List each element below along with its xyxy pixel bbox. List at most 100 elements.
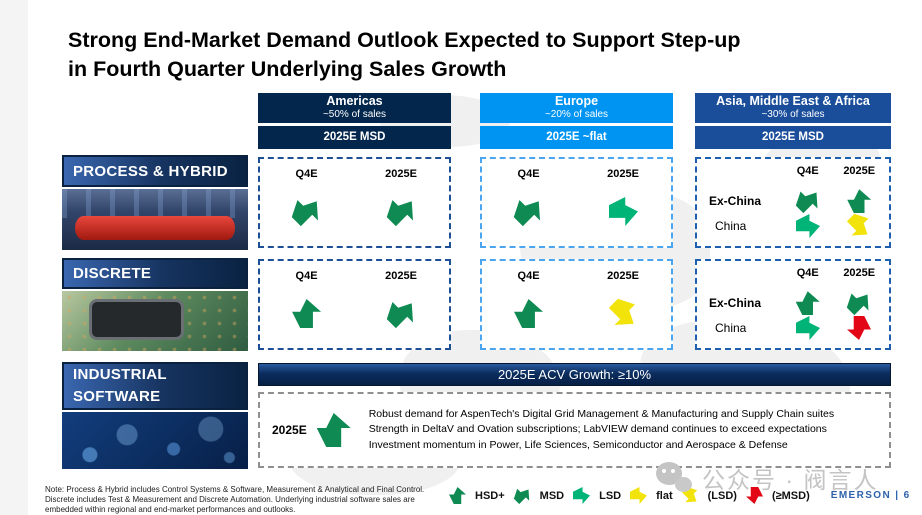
trend-arrow: [286, 191, 327, 232]
discrete-photo: [62, 291, 248, 351]
trend-arrow: [796, 214, 820, 238]
region-share: ~50% of sales: [322, 109, 387, 120]
cell-discrete-americas: Q4E 2025E: [258, 259, 451, 350]
cell-process-asia: Q4E 2025E Ex-China China: [695, 157, 891, 248]
region-band: Americas ~50% of sales: [258, 93, 451, 123]
wechat-watermark-text: 公众号 · 阀言人: [702, 467, 879, 493]
trend-arrow: [514, 299, 544, 328]
region-share: ~30% of sales: [761, 109, 825, 120]
q4e-label: Q4E: [517, 270, 540, 282]
trend-arrow: [847, 189, 872, 214]
trend-arrow: [609, 197, 638, 226]
software-bullet: Investment momentum in Power, Life Scien…: [368, 438, 788, 451]
cell-discrete-asia: Q4E 2025E Ex-China China: [695, 259, 891, 350]
y2025e-column: 2025E: [607, 168, 639, 246]
y2025e-label: 2025E: [843, 165, 876, 177]
row-label-text: DISCRETE: [73, 265, 152, 282]
region-outlook: 2025E MSD: [258, 126, 451, 149]
q4e-label: Q4E: [796, 267, 819, 279]
emerson-page-number: EMERSON | 6: [830, 490, 911, 501]
legend-flat-label: flat: [656, 489, 673, 502]
column-header-europe: Europe ~20% of sales 2025E ~flat: [480, 93, 673, 149]
column-header-americas: Americas ~50% of sales 2025E MSD: [258, 93, 451, 149]
row-label-industrial-software: INDUSTRIAL SOFTWARE: [62, 362, 248, 410]
trend-arrow: [292, 299, 322, 328]
china-label: China: [715, 218, 747, 233]
q4e-label: Q4E: [517, 168, 540, 180]
legend-msd-label: MSD: [539, 489, 565, 502]
region-band: Europe ~20% of sales: [480, 93, 673, 123]
region-share: ~20% of sales: [544, 109, 609, 120]
q4e-column: Q4E: [292, 270, 322, 348]
wechat-bubble-small: [675, 477, 692, 492]
legend-hsd-arrow-icon: [449, 487, 466, 504]
region-name: Europe: [554, 94, 599, 108]
trend-arrow: [795, 291, 820, 316]
region-name: Asia, Middle East & Africa: [716, 94, 870, 108]
software-year-label: 2025E: [272, 423, 307, 437]
legend-lsd-arrow-icon: [573, 487, 590, 504]
legend-msd-down-label: (≥MSD): [771, 489, 810, 502]
process-hybrid-photo: [62, 189, 248, 250]
software-outlook-box: 2025E Robust demand for AspenTech's Digi…: [258, 392, 891, 468]
slide-title-line2: in Fourth Quarter Underlying Sales Growt…: [68, 57, 507, 81]
ex-china-label: Ex-China: [709, 194, 762, 209]
wechat-icon: [656, 462, 694, 494]
ex-china-label: Ex-China: [709, 296, 762, 311]
region-name: Americas: [326, 94, 383, 108]
y2025e-label: 2025E: [607, 270, 639, 282]
legend-lsd-label: LSD: [599, 489, 622, 502]
software-bullet: Strength in DeltaV and Ovation subscript…: [368, 423, 827, 436]
q4e-column: Q4E: [292, 168, 321, 246]
cell-discrete-europe: Q4E 2025E: [480, 259, 673, 350]
page-left-margin: [0, 0, 28, 515]
row-label-text: INDUSTRIAL SOFTWARE: [73, 364, 167, 408]
slide-title: Strong End-Market Demand Outlook Expecte…: [68, 26, 898, 84]
legend-flat-arrow-icon: [630, 487, 647, 504]
y2025e-label: 2025E: [843, 267, 876, 279]
trend-arrow: [316, 413, 351, 447]
trend-arrow: [508, 191, 549, 232]
y2025e-column: 2025E: [607, 270, 639, 348]
software-bullets: Robust demand for AspenTech's Digital Gr…: [369, 407, 834, 454]
q4e-label: Q4E: [295, 270, 318, 282]
row-label-text: PROCESS & HYBRID: [73, 162, 228, 180]
cell-process-europe: Q4E 2025E: [480, 157, 673, 248]
trend-arrow: [381, 191, 422, 232]
q4e-label: Q4E: [295, 168, 318, 180]
acv-growth-banner: 2025E ACV Growth: ≥10%: [258, 363, 891, 386]
legend: HSD+ MSD LSD flat (LSD) (≥MSD) EMERSON |…: [449, 487, 911, 504]
china-label: China: [715, 320, 747, 335]
row-label-line2: SOFTWARE: [73, 388, 161, 405]
row-label-process-hybrid: PROCESS & HYBRID: [62, 155, 248, 187]
wechat-watermark: 公众号 · 阀言人: [656, 461, 878, 495]
footnote: Note: Process & Hybrid includes Control …: [45, 485, 425, 514]
column-header-asia: Asia, Middle East & Africa ~30% of sales…: [695, 93, 891, 149]
y2025e-column: 2025E: [385, 270, 417, 348]
row-label-discrete: DISCRETE: [62, 258, 248, 289]
trend-arrow: [603, 293, 644, 334]
trend-arrow: [791, 184, 825, 218]
software-bullet: Robust demand for AspenTech's Digital Gr…: [368, 407, 835, 420]
slide-title-line1: Strong End-Market Demand Outlook Expecte…: [68, 28, 741, 52]
y2025e-label: 2025E: [385, 168, 417, 180]
region-band: Asia, Middle East & Africa ~30% of sales: [695, 93, 891, 123]
industrial-software-photo: [62, 412, 248, 469]
y2025e-label: 2025E: [607, 168, 639, 180]
trend-arrow: [381, 293, 422, 334]
trend-arrow: [796, 316, 820, 340]
region-outlook: 2025E ~flat: [480, 126, 673, 149]
legend-lsd-down-label: (LSD): [707, 489, 737, 502]
trend-arrow: [842, 209, 876, 243]
trend-arrow: [842, 286, 876, 320]
region-outlook: 2025E MSD: [695, 126, 891, 149]
y2025e-label: 2025E: [385, 270, 417, 282]
legend-hsd-label: HSD+: [475, 489, 505, 502]
legend-msd-arrow-icon: [510, 483, 534, 507]
q4e-column: Q4E: [514, 270, 544, 348]
q4e-label: Q4E: [796, 165, 819, 177]
y2025e-column: 2025E: [385, 168, 417, 246]
cell-process-americas: Q4E 2025E: [258, 157, 451, 248]
trend-arrow: [847, 316, 871, 340]
